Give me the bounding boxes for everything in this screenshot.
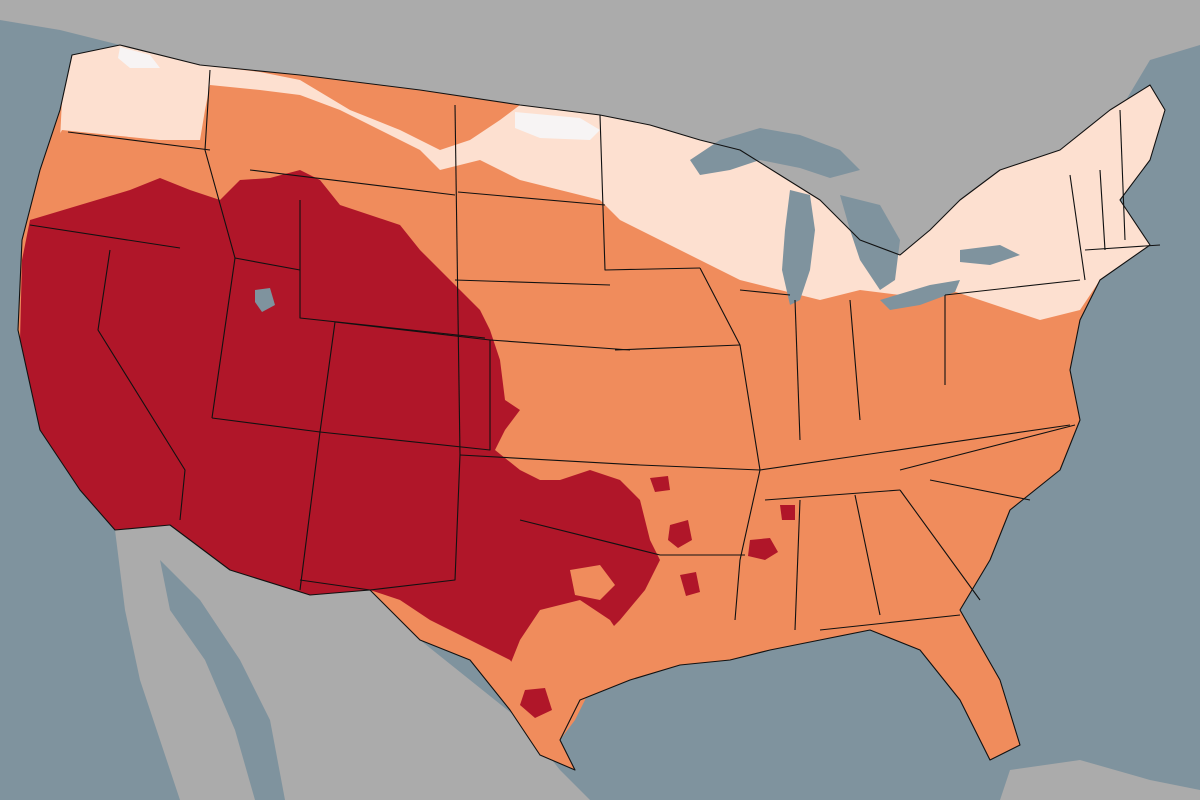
border-in-oh bbox=[849, 299, 861, 421]
border-mo-ar bbox=[639, 464, 761, 471]
border-ia-mo bbox=[614, 344, 741, 351]
region-arkansas-dark bbox=[668, 520, 692, 548]
border-ca-nv bbox=[97, 249, 186, 521]
border-ny-east bbox=[1069, 174, 1086, 281]
border-tn-south bbox=[764, 489, 901, 501]
region-lightest-northwest bbox=[118, 47, 160, 68]
region-texas-medium-2 bbox=[570, 565, 615, 600]
border-nv-ut bbox=[211, 257, 236, 419]
border-az-nm bbox=[299, 431, 321, 591]
border-sd-ne bbox=[454, 279, 611, 286]
mexico-land bbox=[115, 525, 590, 800]
border-co-ks bbox=[319, 321, 491, 451]
border-me bbox=[1119, 109, 1126, 241]
region-mississippi-dark bbox=[748, 538, 778, 560]
lake-ontario bbox=[960, 245, 1020, 265]
lake-superior bbox=[690, 128, 860, 178]
border-tn-ky bbox=[759, 424, 1071, 471]
state-borders bbox=[17, 44, 1166, 771]
border-il-in bbox=[794, 299, 801, 441]
border-mt-wy bbox=[249, 169, 456, 196]
gulf-of-california bbox=[160, 560, 285, 800]
border-nd-sd bbox=[457, 191, 606, 206]
border-ok-tx bbox=[519, 519, 661, 556]
border-ks-ok bbox=[459, 454, 641, 466]
border-id-east bbox=[204, 69, 301, 271]
lake-michigan bbox=[782, 190, 815, 305]
border-wi-il bbox=[739, 289, 791, 296]
border-va-nc bbox=[899, 424, 1076, 471]
us-outline bbox=[17, 44, 1166, 771]
border-nm-tx bbox=[299, 454, 461, 591]
border-new-england bbox=[1084, 244, 1161, 251]
border-or-ca bbox=[29, 224, 181, 249]
lake-huron bbox=[840, 195, 900, 290]
border-mn bbox=[599, 114, 701, 271]
border-nc-sc bbox=[929, 479, 1031, 501]
region-oklahoma-dark bbox=[650, 476, 670, 492]
border-ga-sc bbox=[899, 489, 981, 601]
region-arkansas2-dark bbox=[780, 505, 795, 520]
border-wa-or bbox=[67, 131, 211, 151]
region-montana-medium bbox=[200, 85, 440, 190]
border-ne-ks bbox=[489, 339, 631, 351]
lake-erie bbox=[880, 280, 960, 310]
border-ga-fl bbox=[819, 614, 961, 631]
border-al-ga bbox=[854, 494, 881, 616]
region-west-dark bbox=[20, 170, 660, 720]
region-louisiana-dark bbox=[680, 572, 700, 596]
great-salt-lake bbox=[255, 288, 275, 312]
border-wy-co bbox=[299, 200, 486, 339]
region-texas-dark-spot bbox=[520, 688, 552, 718]
border-ne-vt-nh bbox=[1099, 169, 1106, 251]
region-lightest-north bbox=[515, 112, 600, 140]
canada-land bbox=[0, 0, 1200, 255]
border-ms-al bbox=[794, 499, 801, 631]
border-pa-ny bbox=[944, 279, 1081, 296]
caribbean-land bbox=[1000, 760, 1200, 800]
region-oregon-medium bbox=[40, 130, 210, 215]
region-texas-medium bbox=[510, 600, 630, 740]
